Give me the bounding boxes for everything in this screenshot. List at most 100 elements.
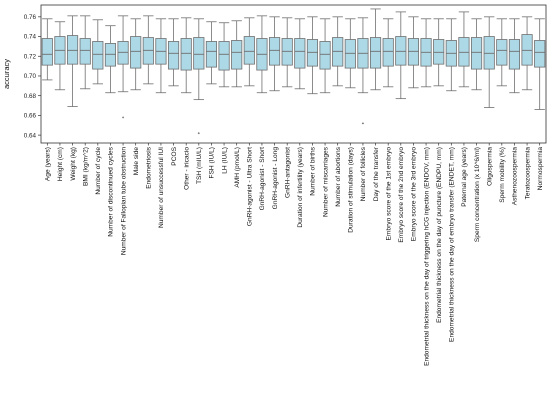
x-category-label: Age (years) [45,147,52,181]
y-tick-label: 0.70 [24,73,37,80]
iqr-box [483,36,495,70]
x-category-label: GnRH-agonist - Short [259,147,266,211]
x-category-label: Number of discontinued cycles [108,146,115,236]
x-category-label: Number of births [310,146,317,195]
box-2 [54,21,66,91]
x-category-label: Number of abortions [335,146,342,206]
x-category-label: PCOS [171,146,178,165]
box-19 [268,16,281,92]
iqr-box [508,39,521,70]
iqr-box [521,34,533,66]
x-category-label: Endometrial thickness on the day of trig… [423,147,430,366]
box-13 [193,18,205,135]
x-category-label: Embryo score of the 1st embryo [385,147,392,241]
iqr-box [92,41,104,70]
iqr-box [167,41,180,70]
iqr-box [205,41,218,68]
iqr-box [332,37,344,67]
x-category-label: Duration of stimulation (days) [348,147,355,233]
iqr-box [294,38,306,69]
iqr-box [41,38,53,66]
x-category-label: GnRH-agonist - Ultra Short [247,147,254,226]
x-category-label: Sperm concentration (x 10^6/ml) [474,147,481,242]
iqr-box [344,39,356,69]
x-category-label: Oligospermia [486,147,493,186]
outlier-point [197,132,200,135]
iqr-box [369,37,382,69]
x-category-label: Duration of infertility (years) [297,147,304,228]
box-37 [496,18,508,87]
x-category-label: Endometrial thickness on the day of embr… [449,147,456,342]
box-8 [130,18,142,91]
x-category-label: LH (IU/L) [221,147,228,174]
iqr-box [496,39,508,66]
x-category-label: GnRH-antagonist [284,147,291,198]
box-22 [306,16,319,95]
iqr-box [142,37,154,65]
x-category-label: Normospermia [537,147,544,191]
box-17 [243,17,255,87]
iqr-box [319,41,331,70]
box-33 [445,18,457,92]
box-14 [205,21,218,85]
box-20 [281,17,293,88]
iqr-box [433,39,445,65]
iqr-box [104,43,117,67]
box-6 [104,25,117,94]
box-9 [142,15,154,85]
box-28 [382,18,394,88]
x-category-label: Number of Fallopian tube obstruction [120,147,127,255]
iqr-box [268,37,281,66]
box-26 [357,17,369,125]
iqr-box [470,37,483,70]
y-tick-label: 0.68 [24,93,37,100]
x-category-label: Embryo score of the 3rd embryo [411,147,418,242]
iqr-box [231,40,243,70]
y-axis: 0.64 0.66 0.68 0.70 0.72 0.74 0.76 [24,14,41,139]
iqr-box [534,40,546,68]
box-12 [180,17,192,94]
box-35 [470,18,483,91]
box-18 [256,15,268,94]
box-34 [458,11,470,88]
plot-frame [40,4,547,144]
box-24 [332,16,344,87]
box-21 [294,18,306,90]
box-25 [344,18,356,89]
iqr-box [79,38,91,65]
iqr-box [117,41,129,65]
x-category-label: Asthenozoospermia [512,147,519,206]
x-category-label: TSH (mIU/L) [196,147,203,184]
x-category-label: Number of cycle [95,147,102,195]
iqr-box [180,38,192,71]
x-category-label: GnRH-agonist - Long [272,147,279,210]
box-10 [155,18,167,94]
outlier-point [361,122,364,125]
y-tick-label: 0.74 [24,34,37,41]
y-tick-label: 0.64 [24,132,37,139]
x-category-label: Endometrial thickness on the day of punc… [436,147,443,323]
x-category-label: BMI (kg/m^2) [82,147,89,186]
iqr-box [66,35,79,65]
box-3 [66,15,79,107]
box-40 [534,18,546,110]
x-axis-labels: Age (years) Height (cm) Weight (kg) BMI (kg… [45,143,544,366]
iqr-box [218,41,230,71]
box-23 [319,18,331,94]
x-category-label: Other - iricacio [183,147,190,190]
box-7 [117,15,129,119]
x-category-label: FSH (IU/L) [209,147,216,179]
iqr-box [130,36,142,69]
x-category-label: Endometriosis [146,146,153,188]
iqr-box [407,38,420,66]
y-tick-label: 0.66 [24,113,37,120]
x-category-label: Number of miscarriages [322,146,329,217]
x-category-label: AMH (pmol/L) [234,147,241,188]
x-category-label: Embryo score of the 2nd embryo [398,147,405,243]
x-category-label: Height (cm) [57,147,64,181]
y-tick-label: 0.72 [24,53,37,60]
box-29 [395,11,407,100]
boxes-layer [41,8,546,135]
box-15 [218,22,230,88]
